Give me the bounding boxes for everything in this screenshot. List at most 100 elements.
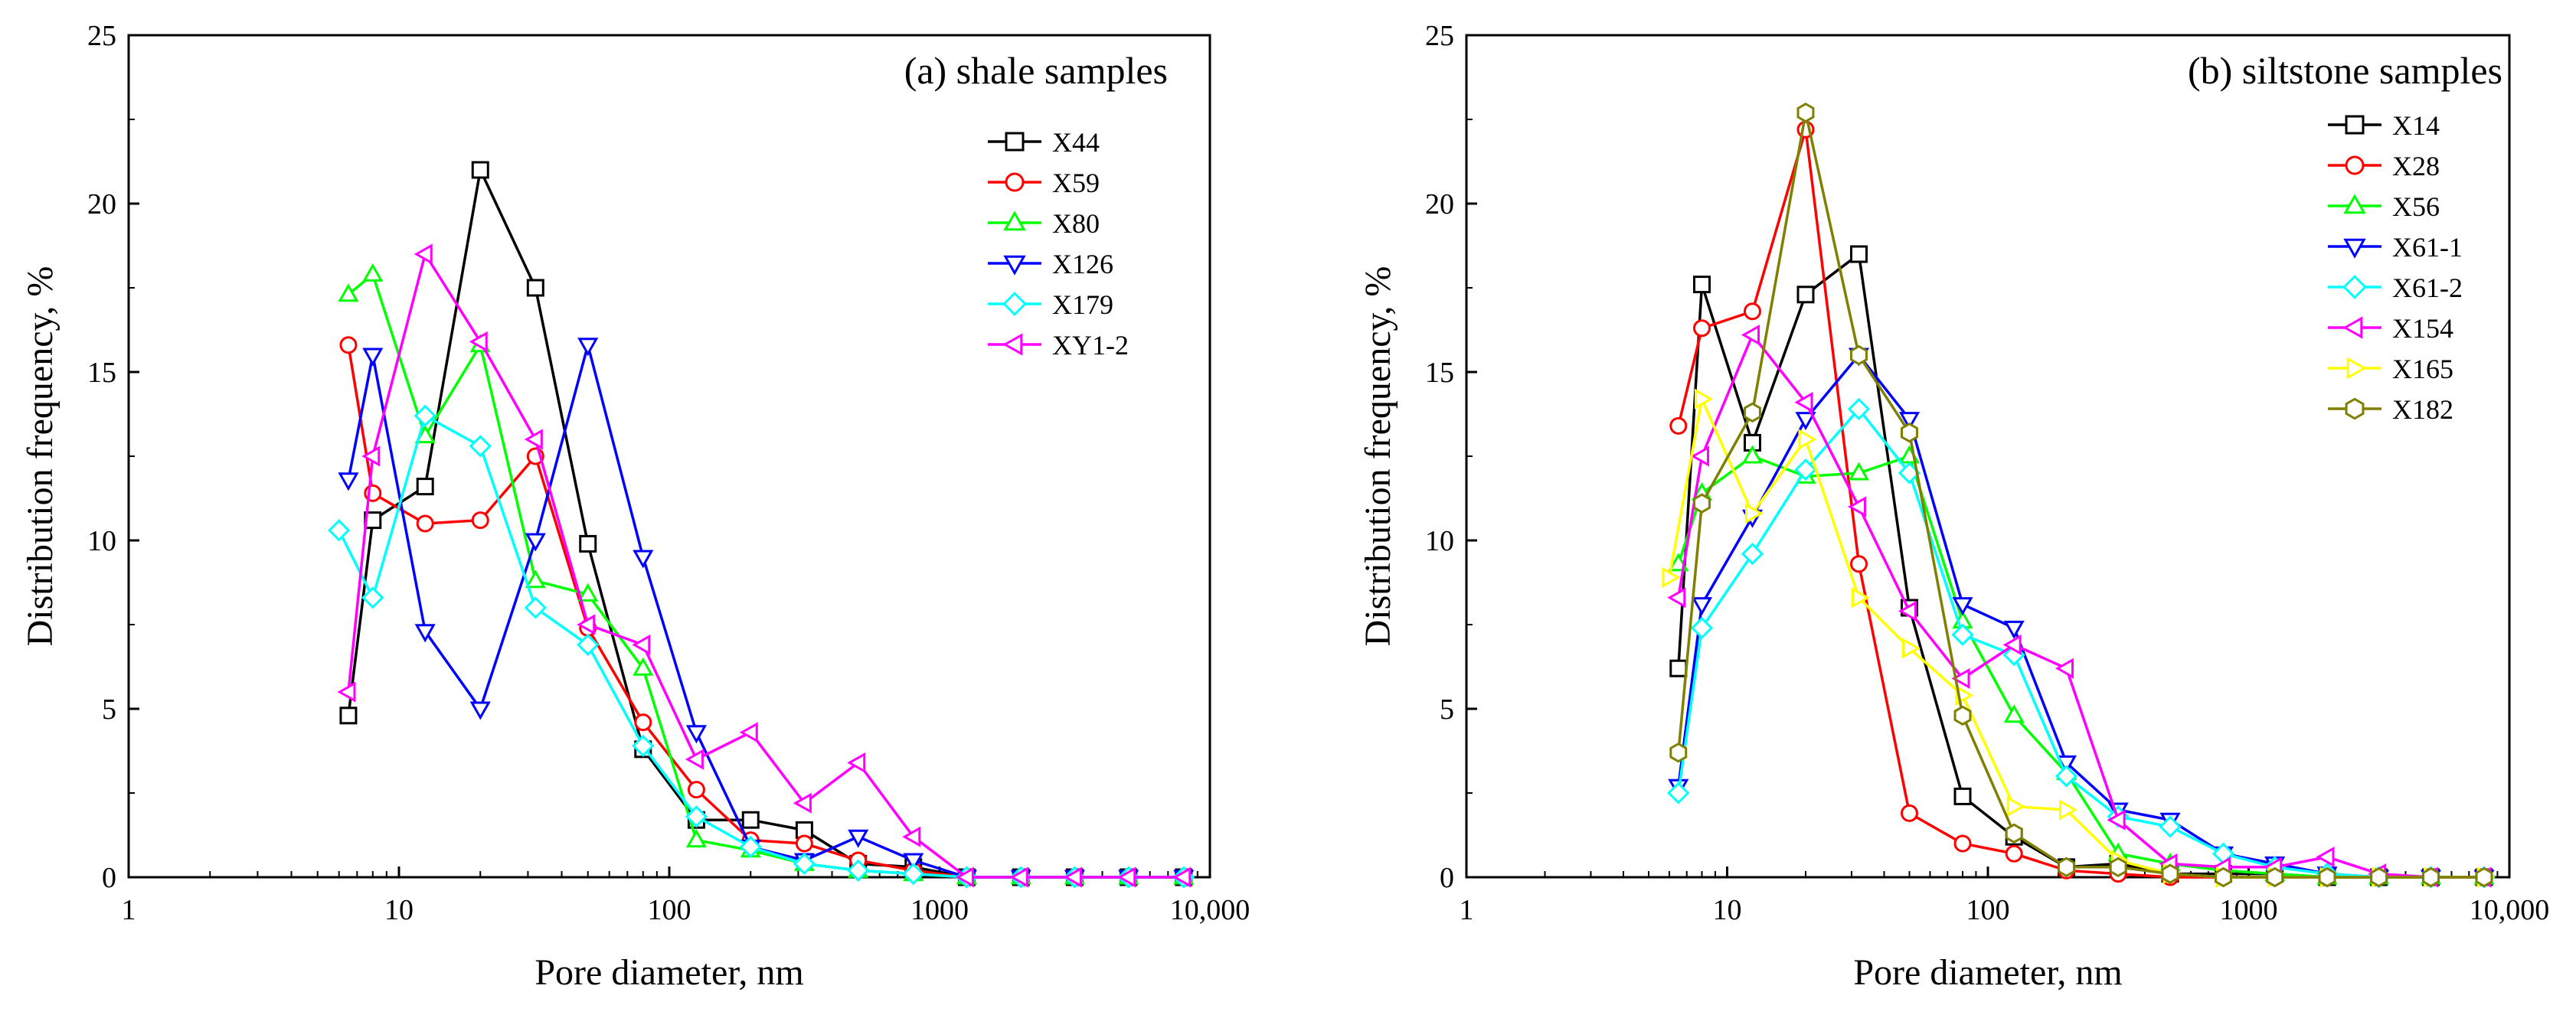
data-point (1798, 429, 1817, 450)
data-point (577, 614, 596, 635)
data-point (2059, 799, 2078, 821)
legend-marker (2343, 194, 2366, 214)
data-point (416, 478, 434, 496)
series-X61-1 (1668, 348, 2495, 889)
legend-label: X61-2 (2392, 273, 2463, 303)
data-point (847, 859, 870, 882)
data-point (633, 550, 654, 569)
data-point (2475, 867, 2493, 888)
data-point (1667, 587, 1686, 609)
data-point (1063, 867, 1082, 888)
data-point (2002, 634, 2022, 655)
y-tick-label: 0 (102, 862, 116, 894)
data-point (1850, 245, 1868, 263)
y-tick-label: 5 (102, 694, 116, 726)
series-line (338, 413, 1184, 879)
data-point (2159, 815, 2182, 838)
data-point (1669, 659, 1688, 677)
y-tick-label: 25 (87, 20, 116, 52)
series-line (1677, 454, 2485, 879)
series-X179 (328, 404, 1195, 889)
data-point (1693, 493, 1711, 514)
data-point (577, 338, 599, 357)
data-point (524, 596, 547, 619)
data-point (685, 829, 707, 848)
y-tick-label: 15 (1425, 357, 1454, 389)
legend-marker (1003, 211, 1026, 231)
legend-item: X179 (988, 289, 1113, 320)
data-point (338, 472, 359, 491)
legend-label: X80 (1052, 208, 1100, 239)
data-point (2005, 844, 2023, 863)
data-point (1693, 276, 1711, 294)
legend-label: X154 (2392, 313, 2453, 344)
data-point (2109, 857, 2127, 878)
data-point (1743, 302, 1761, 321)
legend-item: X14 (2328, 110, 2440, 141)
series-X154 (1667, 325, 2492, 888)
legend-item: X126 (988, 249, 1113, 279)
series-line (1677, 251, 2485, 879)
data-point (2266, 867, 2284, 888)
data-point (739, 722, 758, 743)
data-point (1951, 667, 1970, 689)
data-point (2215, 867, 2232, 888)
data-point (525, 533, 546, 552)
data-point (1953, 705, 1972, 726)
data-point (338, 283, 359, 302)
data-point (741, 811, 760, 829)
x-tick-label: 10 (1713, 894, 1742, 926)
data-point (1744, 402, 1761, 423)
series-line (347, 344, 1184, 879)
data-point (632, 634, 651, 655)
data-point (416, 514, 434, 533)
data-point (1852, 587, 1871, 609)
x-tick-label: 100 (648, 894, 691, 926)
x-tick-label: 1000 (2220, 894, 2278, 926)
data-point (687, 781, 705, 799)
data-point (1741, 445, 1764, 464)
data-point (2316, 847, 2335, 868)
series-line (347, 339, 1184, 879)
data-point (525, 570, 546, 589)
legend-label: X165 (2392, 354, 2453, 384)
x-tick-label: 10,000 (2470, 894, 2550, 926)
data-point (2318, 867, 2336, 888)
data-point (577, 633, 600, 657)
data-point (414, 404, 436, 427)
data-point (793, 792, 812, 814)
series-X28 (1669, 120, 2493, 886)
x-axis-title: Pore diameter, nm (534, 952, 803, 993)
chart-panel-b: 1 10 100 1000 10,000 0 5 10 15 20 25 Pore diameter,… (1358, 20, 2549, 993)
y-tick-label: 5 (1440, 694, 1454, 726)
legend-item: X61-1 (2328, 232, 2463, 263)
data-point (1847, 397, 1871, 421)
legend-marker (2342, 275, 2367, 299)
legend-label: X56 (2392, 191, 2440, 222)
data-point (1850, 555, 1868, 573)
data-point (414, 243, 433, 265)
data-point (469, 701, 491, 720)
legend-label: X44 (1052, 127, 1100, 158)
data-point (414, 624, 436, 643)
data-point (1900, 804, 1918, 822)
legend-label: X182 (2392, 394, 2453, 425)
data-point (2370, 867, 2388, 888)
data-point (1172, 867, 1192, 888)
data-point (361, 445, 381, 467)
data-point (1795, 412, 1816, 431)
legend-marker (2342, 316, 2363, 339)
legend-marker (1003, 255, 1026, 276)
legend-label: X14 (2392, 110, 2440, 141)
data-point (685, 749, 704, 770)
legend-item: X56 (2328, 191, 2440, 222)
legend-item: XY1-2 (988, 330, 1129, 361)
data-point (902, 826, 921, 847)
data-point (1898, 600, 1917, 622)
legend-item: X182 (2328, 394, 2453, 425)
y-axis-title: Distribution frequency, % (20, 266, 60, 647)
series-line (347, 272, 1184, 879)
data-point (2107, 809, 2126, 831)
y-tick-label: 10 (87, 525, 116, 557)
